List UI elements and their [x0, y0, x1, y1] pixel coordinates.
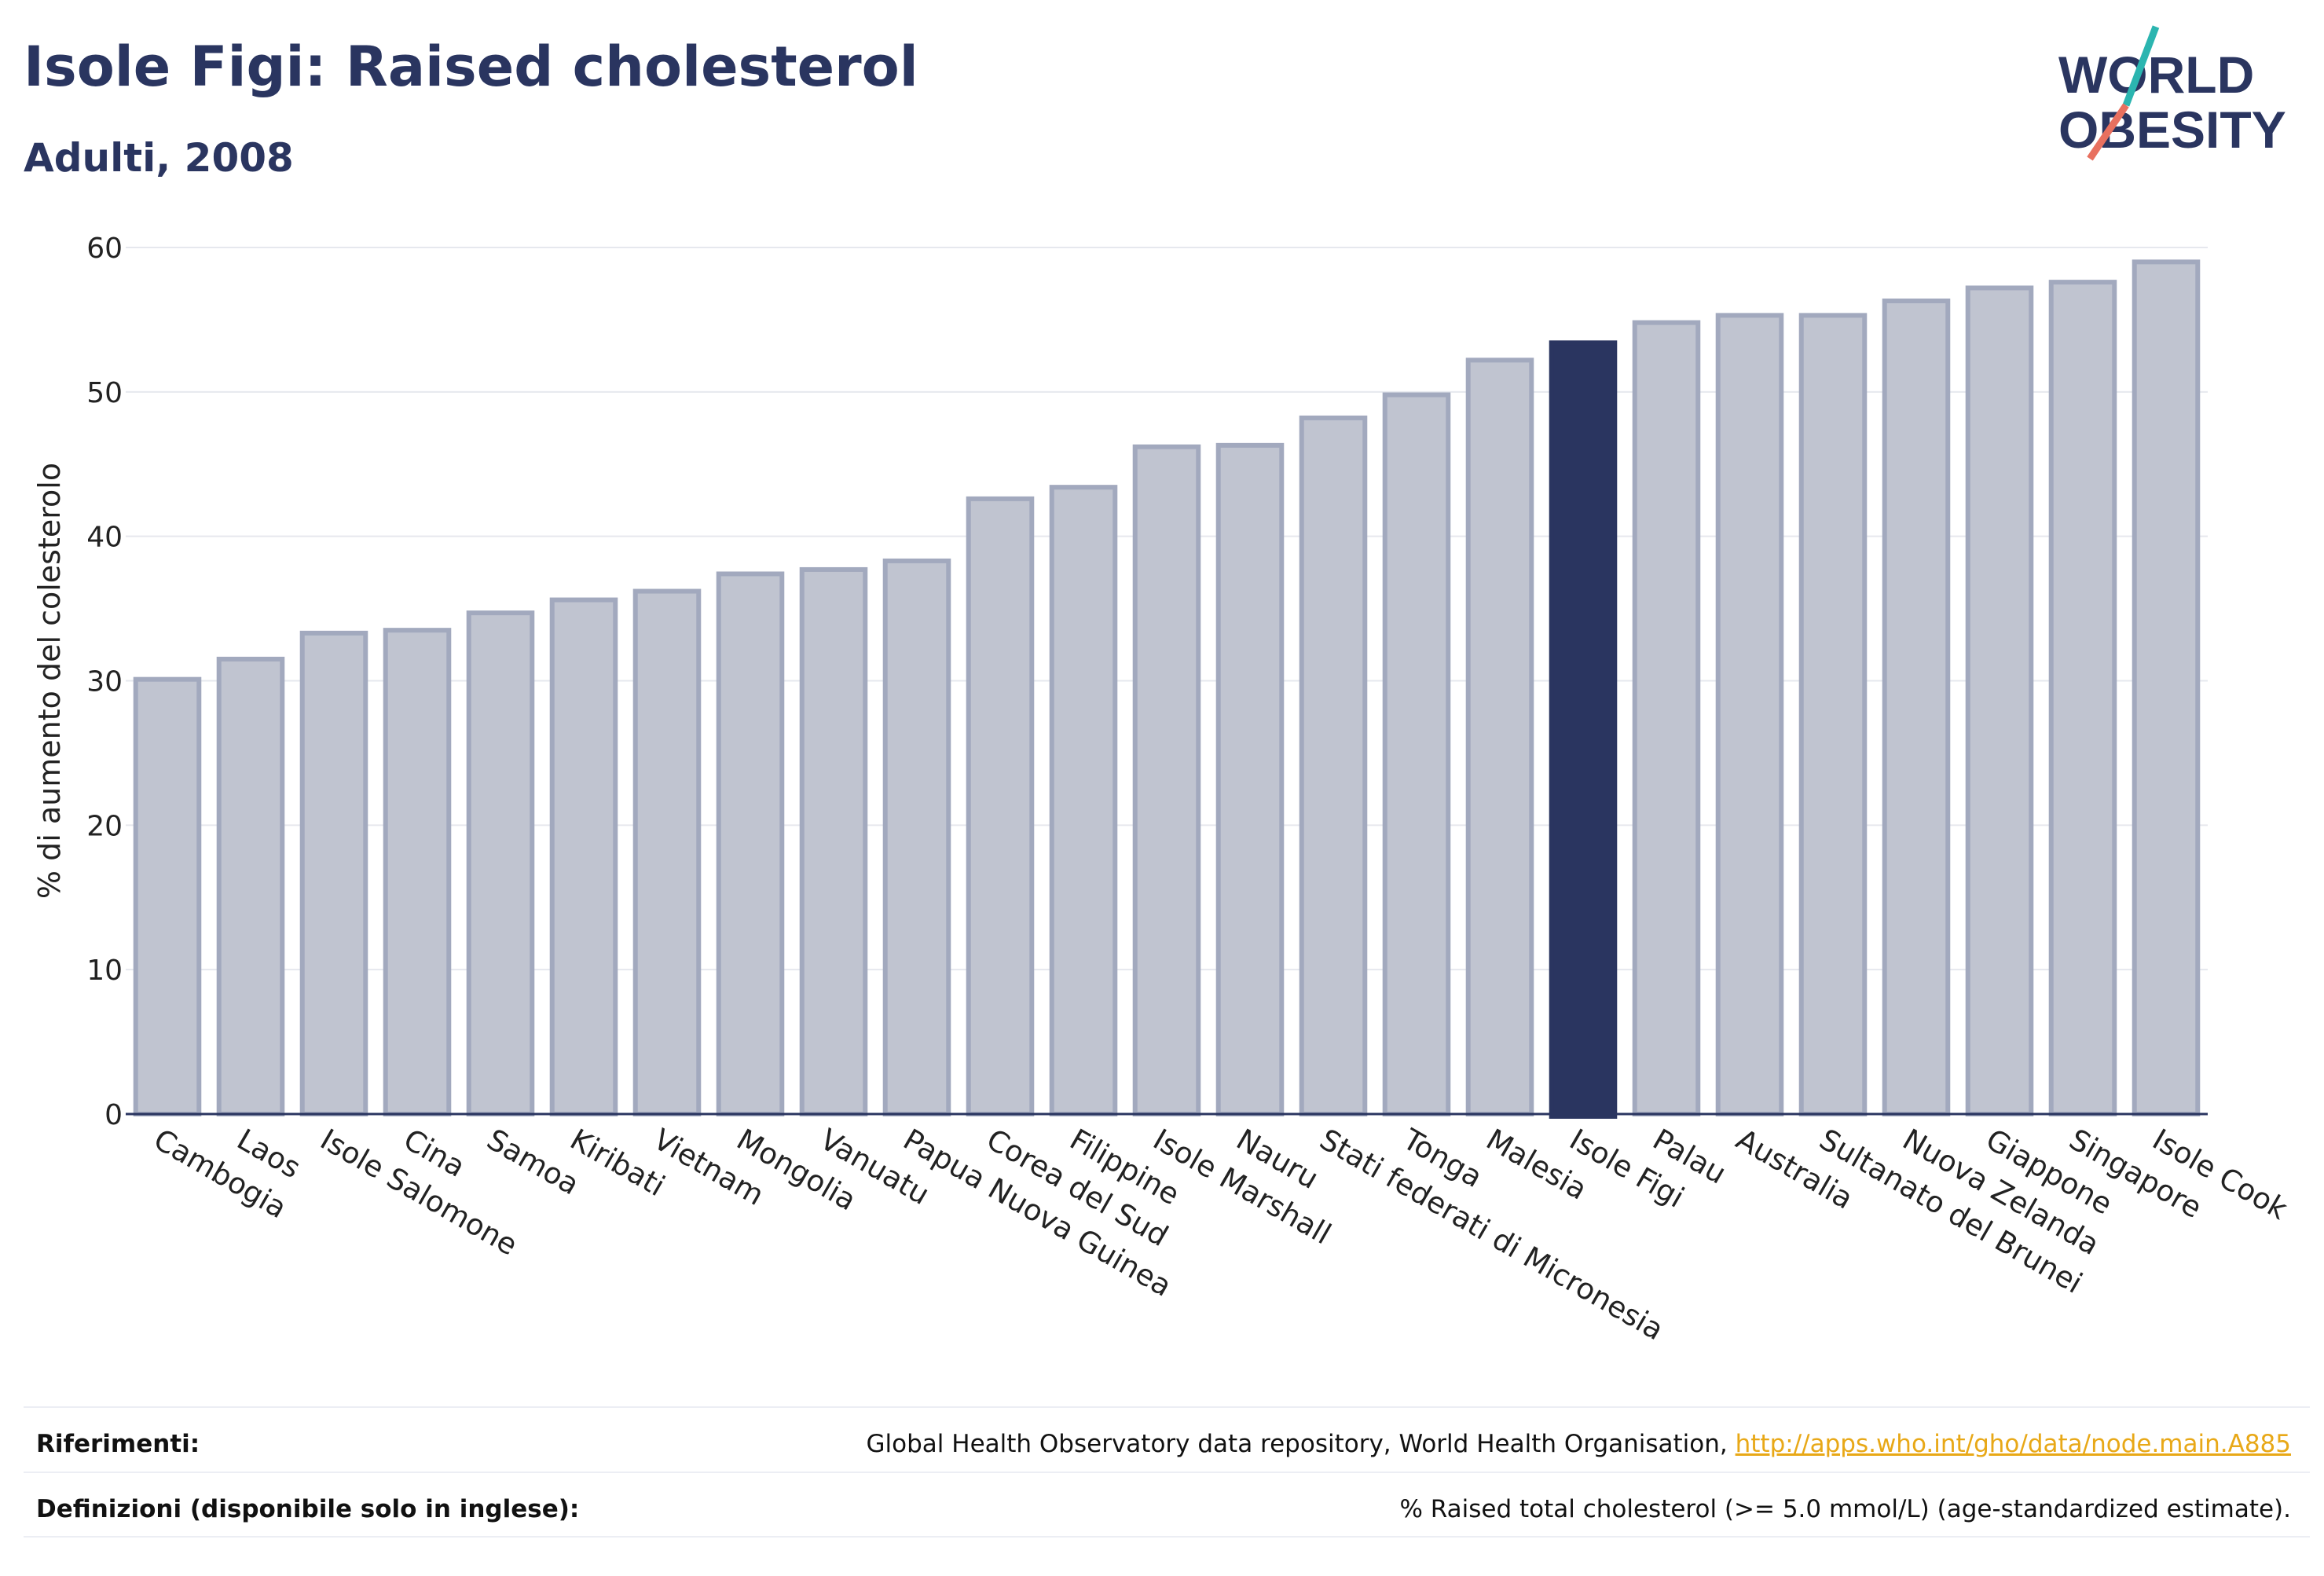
bar [1798, 313, 1868, 1116]
bar [1215, 442, 1285, 1116]
x-tick-label: Kiribati [565, 1123, 671, 1204]
bars [133, 259, 2201, 1119]
bar [1715, 313, 1784, 1116]
y-tick-label: 30 [86, 666, 123, 698]
logo-line-1: WORLD [2058, 46, 2254, 104]
bar [133, 676, 202, 1116]
definitions-label: Definizioni (disponibile solo in inglese… [36, 1495, 580, 1523]
footer-divider-bottom [24, 1536, 2310, 1538]
y-tick-label: 50 [86, 377, 123, 409]
bar [1632, 320, 1701, 1116]
y-tick-label: 0 [104, 1099, 123, 1131]
y-tick-label: 10 [86, 955, 123, 987]
bar [966, 496, 1035, 1116]
bar [1965, 285, 2034, 1116]
bar [2048, 280, 2117, 1116]
y-tick-label: 20 [86, 810, 123, 842]
bar [1465, 357, 1534, 1116]
definitions-value: % Raised total cholesterol (>= 5.0 mmol/… [1399, 1495, 2291, 1523]
references-link[interactable]: http://apps.who.int/gho/data/node.main.A… [1735, 1430, 2291, 1458]
bar [466, 610, 535, 1116]
bar-highlight [1549, 340, 1618, 1119]
y-tick-label: 60 [86, 233, 123, 265]
y-tick-label: 40 [86, 522, 123, 554]
bar [299, 630, 368, 1116]
bar [716, 571, 785, 1116]
bar [383, 628, 452, 1116]
bar [549, 597, 618, 1116]
bar [1049, 485, 1118, 1116]
chart-title: Isole Figi: Raised cholesterol [24, 35, 918, 99]
bar [799, 566, 868, 1116]
bar [1382, 392, 1451, 1116]
bar [1882, 299, 1951, 1117]
references-label: Riferimenti: [36, 1430, 200, 1458]
world-obesity-logo: WORLD OBESITY [2058, 25, 2286, 161]
bar [1299, 415, 1368, 1116]
y-axis-title: % di aumento del colesterolo [32, 463, 67, 899]
bar [2132, 259, 2201, 1117]
x-tick-label: Samoa [482, 1123, 585, 1202]
logo-slash-teal [2122, 25, 2160, 107]
bar [1132, 444, 1201, 1116]
logo-slash-coral [2087, 103, 2129, 161]
bar [882, 558, 951, 1116]
footer-divider-middle [24, 1472, 2310, 1473]
footer-divider-top [24, 1406, 2310, 1408]
bar [632, 588, 702, 1116]
references-value: Global Health Observatory data repositor… [867, 1430, 2291, 1458]
references-text: Global Health Observatory data repositor… [866, 1430, 1736, 1458]
bar [216, 656, 285, 1116]
chart-subtitle: Adulti, 2008 [24, 135, 294, 181]
